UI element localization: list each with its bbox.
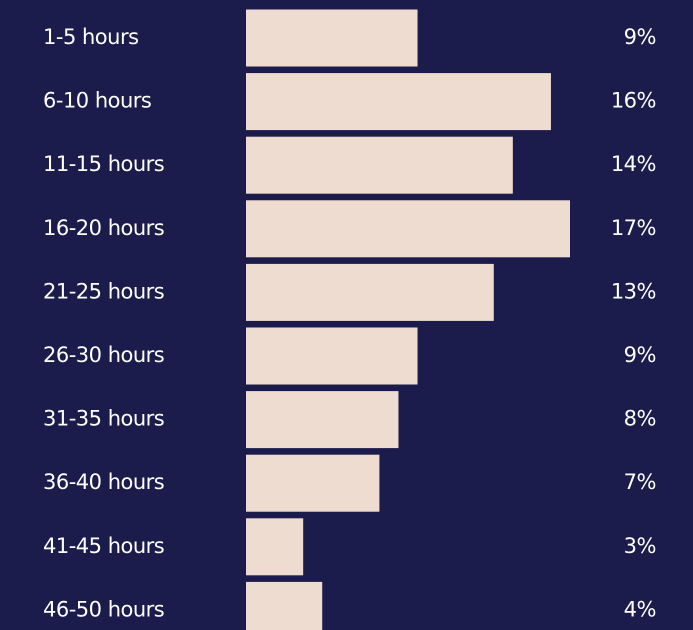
category-label: 36-40 hours: [43, 470, 164, 494]
category-label: 41-45 hours: [43, 534, 164, 558]
category-label: 21-25 hours: [43, 279, 164, 303]
category-label: 26-30 hours: [43, 343, 164, 367]
value-label: 14%: [611, 152, 656, 176]
bar: [246, 9, 418, 67]
bar: [246, 581, 323, 630]
category-label: 11-15 hours: [43, 152, 164, 176]
category-label: 16-20 hours: [43, 216, 164, 240]
bar: [246, 391, 399, 449]
bar: [246, 73, 551, 131]
value-label: 7%: [624, 470, 656, 494]
bar: [246, 518, 304, 576]
bar: [246, 454, 380, 512]
value-label: 13%: [611, 279, 656, 303]
category-label: 1-5 hours: [43, 25, 139, 49]
value-label: 17%: [611, 216, 656, 240]
category-label: 46-50 hours: [43, 597, 164, 621]
category-label: 6-10 hours: [43, 89, 151, 113]
bar: [246, 136, 513, 194]
bar: [246, 200, 570, 258]
bar: [246, 263, 494, 321]
value-label: 9%: [624, 343, 656, 367]
value-label: 8%: [624, 407, 656, 431]
value-label: 3%: [624, 534, 656, 558]
value-label: 16%: [611, 89, 656, 113]
category-label: 31-35 hours: [43, 407, 164, 431]
bar: [246, 327, 418, 385]
value-label: 9%: [624, 25, 656, 49]
value-label: 4%: [624, 597, 656, 621]
